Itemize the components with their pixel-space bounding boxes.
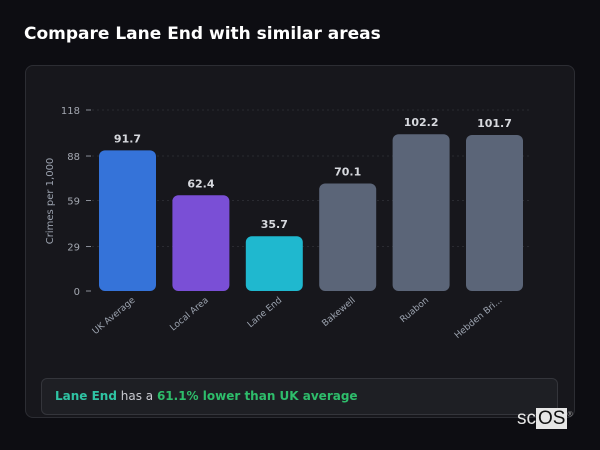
data-label: 102.2 [404,116,439,129]
summary-stat: 61.1% lower than UK average [156,389,358,403]
data-label: 62.4 [187,177,214,190]
data-label: 70.1 [334,165,361,178]
y-axis-label: Crimes per 1,000 [45,158,56,245]
x-tick-label: Hebden Bri... [453,296,504,341]
summary-place: Lane End [55,389,117,403]
page-title: Compare Lane End with similar areas [24,24,381,44]
bar-ruabon [392,134,450,291]
x-tick-label: UK Average [91,295,138,337]
summary-text: has a [116,389,157,403]
bar-lane-end [245,236,303,291]
data-label: 35.7 [261,218,288,231]
x-tick-label: Local Area [168,296,210,334]
bar-uk-average [99,150,156,291]
data-label: 101.7 [477,117,512,130]
y-tick-label: 29 [67,243,80,254]
y-tick-label: 118 [61,106,80,117]
comparison-summary: Lane End has a 61.1% lower than UK avera… [41,378,558,415]
watermark-logo: sc OS ® [517,408,573,429]
data-label: 91.7 [114,132,141,145]
bar-bakewell [319,183,377,291]
x-tick-label: Lane End [246,296,284,330]
bar-hebden-bri- [466,135,523,291]
y-tick-label: 88 [67,152,80,163]
x-tick-label: Ruabon [399,296,431,326]
x-tick-label: Bakewell [321,296,358,329]
y-tick-label: 0 [74,287,80,298]
bar-local-area [172,195,230,291]
y-tick-label: 59 [67,197,80,208]
